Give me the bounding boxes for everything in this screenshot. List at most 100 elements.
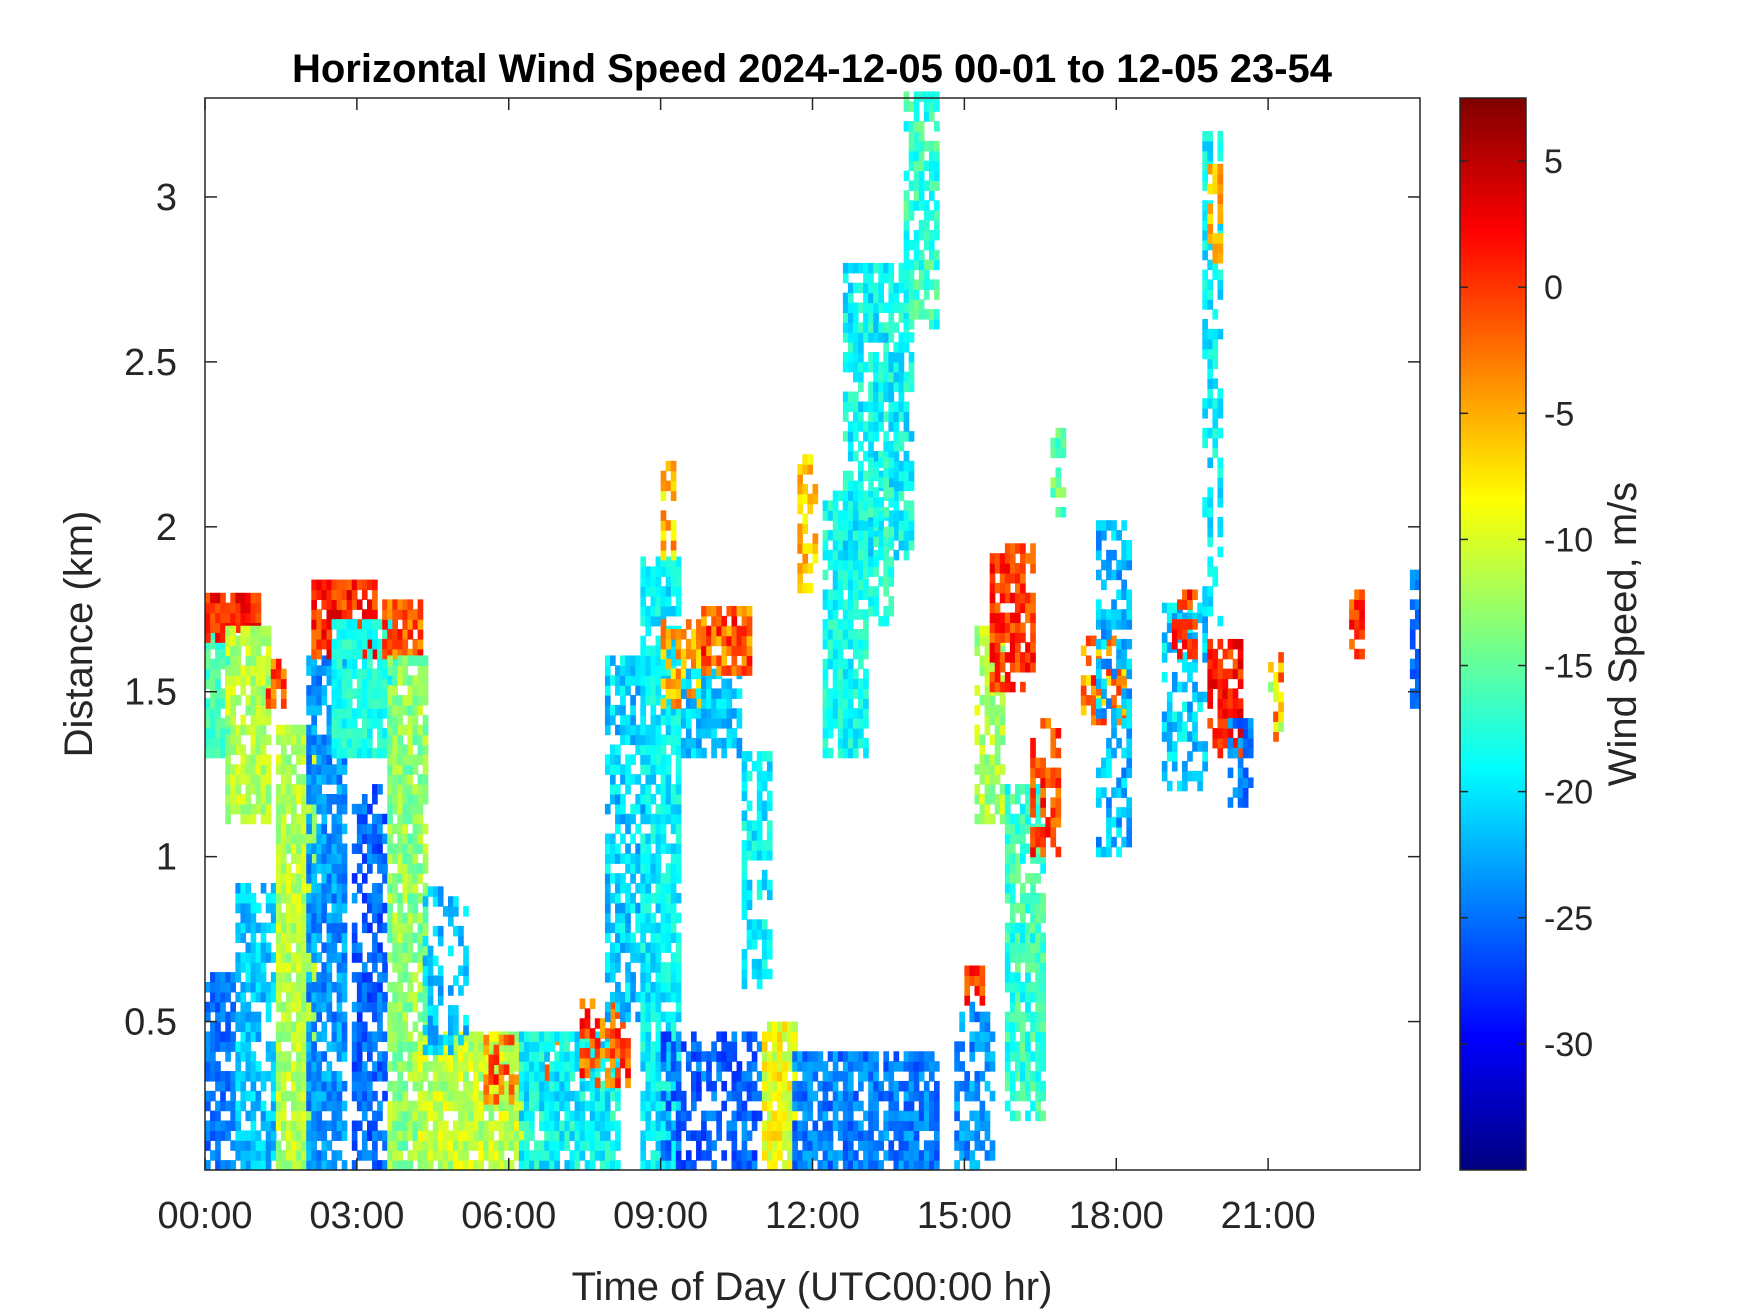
heatmap-cell [670, 952, 677, 963]
heatmap-cell [417, 665, 424, 676]
heatmap-cell [260, 952, 267, 963]
heatmap-cell [847, 1080, 854, 1092]
heatmap-cell [680, 648, 687, 660]
heatmap-cell [341, 1130, 348, 1141]
heatmap-cell [321, 589, 328, 600]
heatmap-cell [255, 774, 262, 785]
heatmap-cell [255, 793, 262, 805]
heatmap-cell [832, 589, 839, 600]
heatmap-cell [372, 609, 378, 620]
heatmap-cell [620, 764, 626, 775]
heatmap-cell [660, 902, 667, 914]
heatmap-cell [230, 665, 236, 676]
heatmap-cell [599, 1140, 606, 1151]
heatmap-cell [893, 450, 900, 462]
heatmap-cell [280, 1100, 287, 1112]
heatmap-cell [341, 718, 348, 729]
heatmap-cell [853, 1100, 859, 1112]
heatmap-cell [589, 1028, 596, 1039]
heatmap-cell [923, 239, 930, 251]
heatmap-cell [275, 962, 282, 973]
heatmap-cell [812, 1090, 819, 1102]
heatmap-cell [422, 714, 429, 726]
heatmap-cell [847, 1051, 854, 1062]
heatmap-cell [756, 958, 763, 970]
heatmap-cell [463, 1160, 469, 1171]
heatmap-cell [392, 1160, 398, 1171]
heatmap-cell [361, 589, 368, 600]
heatmap-cell [878, 1090, 884, 1102]
heatmap-cell [964, 965, 971, 976]
heatmap-cell [523, 1090, 530, 1102]
heatmap-cell [361, 688, 368, 699]
heatmap-cell [523, 1150, 530, 1161]
heatmap-cell [260, 991, 267, 1003]
heatmap-cell [974, 985, 981, 996]
heatmap-cell [225, 612, 231, 624]
heatmap-cell [235, 695, 242, 706]
heatmap-cell [858, 1071, 864, 1082]
heatmap-cell [346, 589, 353, 600]
heatmap-cell [356, 599, 363, 610]
heatmap-cell [468, 1120, 474, 1132]
heatmap-cell [832, 688, 839, 699]
heatmap-cell [959, 1061, 965, 1072]
heatmap-cell [488, 1160, 495, 1171]
heatmap-cell [822, 728, 829, 739]
heatmap-cell [448, 1005, 454, 1016]
heatmap-cell [766, 760, 773, 772]
heatmap-cell [675, 803, 682, 815]
heatmap-cell [402, 638, 409, 650]
heatmap-cell [756, 790, 763, 802]
heatmap-cell [665, 586, 672, 597]
heatmap-cell [377, 883, 383, 894]
heatmap-cell [235, 1071, 242, 1082]
heatmap-cell [969, 1041, 976, 1052]
heatmap-cell [640, 1100, 647, 1112]
heatmap-cell [650, 1130, 657, 1141]
heatmap-cell [665, 813, 672, 825]
heatmap-cell [878, 520, 884, 531]
heatmap-cell [280, 734, 287, 746]
heatmap-cell [417, 912, 424, 924]
heatmap-cell [792, 1140, 798, 1151]
heatmap-cell [311, 589, 317, 600]
heatmap-cell [655, 1001, 662, 1013]
heatmap-cell [291, 764, 297, 775]
heatmap-cell [934, 170, 940, 182]
heatmap-cell [787, 1130, 793, 1141]
heatmap-cell [645, 863, 652, 874]
heatmap-cell [356, 1090, 363, 1102]
heatmap-cell [812, 1061, 819, 1072]
heatmap-cell [878, 576, 884, 587]
heatmap-cell [215, 612, 221, 624]
heatmap-cell [417, 784, 424, 795]
heatmap-cell [306, 1160, 312, 1171]
heatmap-cell [868, 1130, 874, 1141]
heatmap-cell [230, 1071, 236, 1082]
heatmap-cell [883, 441, 890, 452]
heatmap-cell [746, 1110, 753, 1122]
heatmap-cell [235, 902, 242, 914]
heatmap-cell [858, 1130, 864, 1141]
heatmap-cell [837, 579, 844, 591]
heatmap-cell [382, 737, 388, 749]
heatmap-cell [812, 533, 819, 544]
heatmap-cell [706, 1071, 712, 1082]
heatmap-cell [847, 549, 854, 561]
heatmap-cell [523, 1110, 530, 1122]
heatmap-cell [934, 1110, 940, 1122]
heatmap-cell [250, 612, 257, 624]
heatmap-cell [832, 668, 839, 680]
heatmap-cell [655, 1090, 662, 1102]
heatmap-cell [756, 879, 763, 891]
heatmap-cell [928, 1140, 935, 1151]
heatmap-cell [746, 899, 753, 911]
heatmap-cell [270, 991, 277, 1003]
heatmap-cell [610, 714, 616, 726]
heatmap-cell [316, 863, 323, 874]
heatmap-cell [306, 1140, 312, 1151]
heatmap-cell [792, 1051, 798, 1062]
heatmap-cell [407, 655, 414, 666]
